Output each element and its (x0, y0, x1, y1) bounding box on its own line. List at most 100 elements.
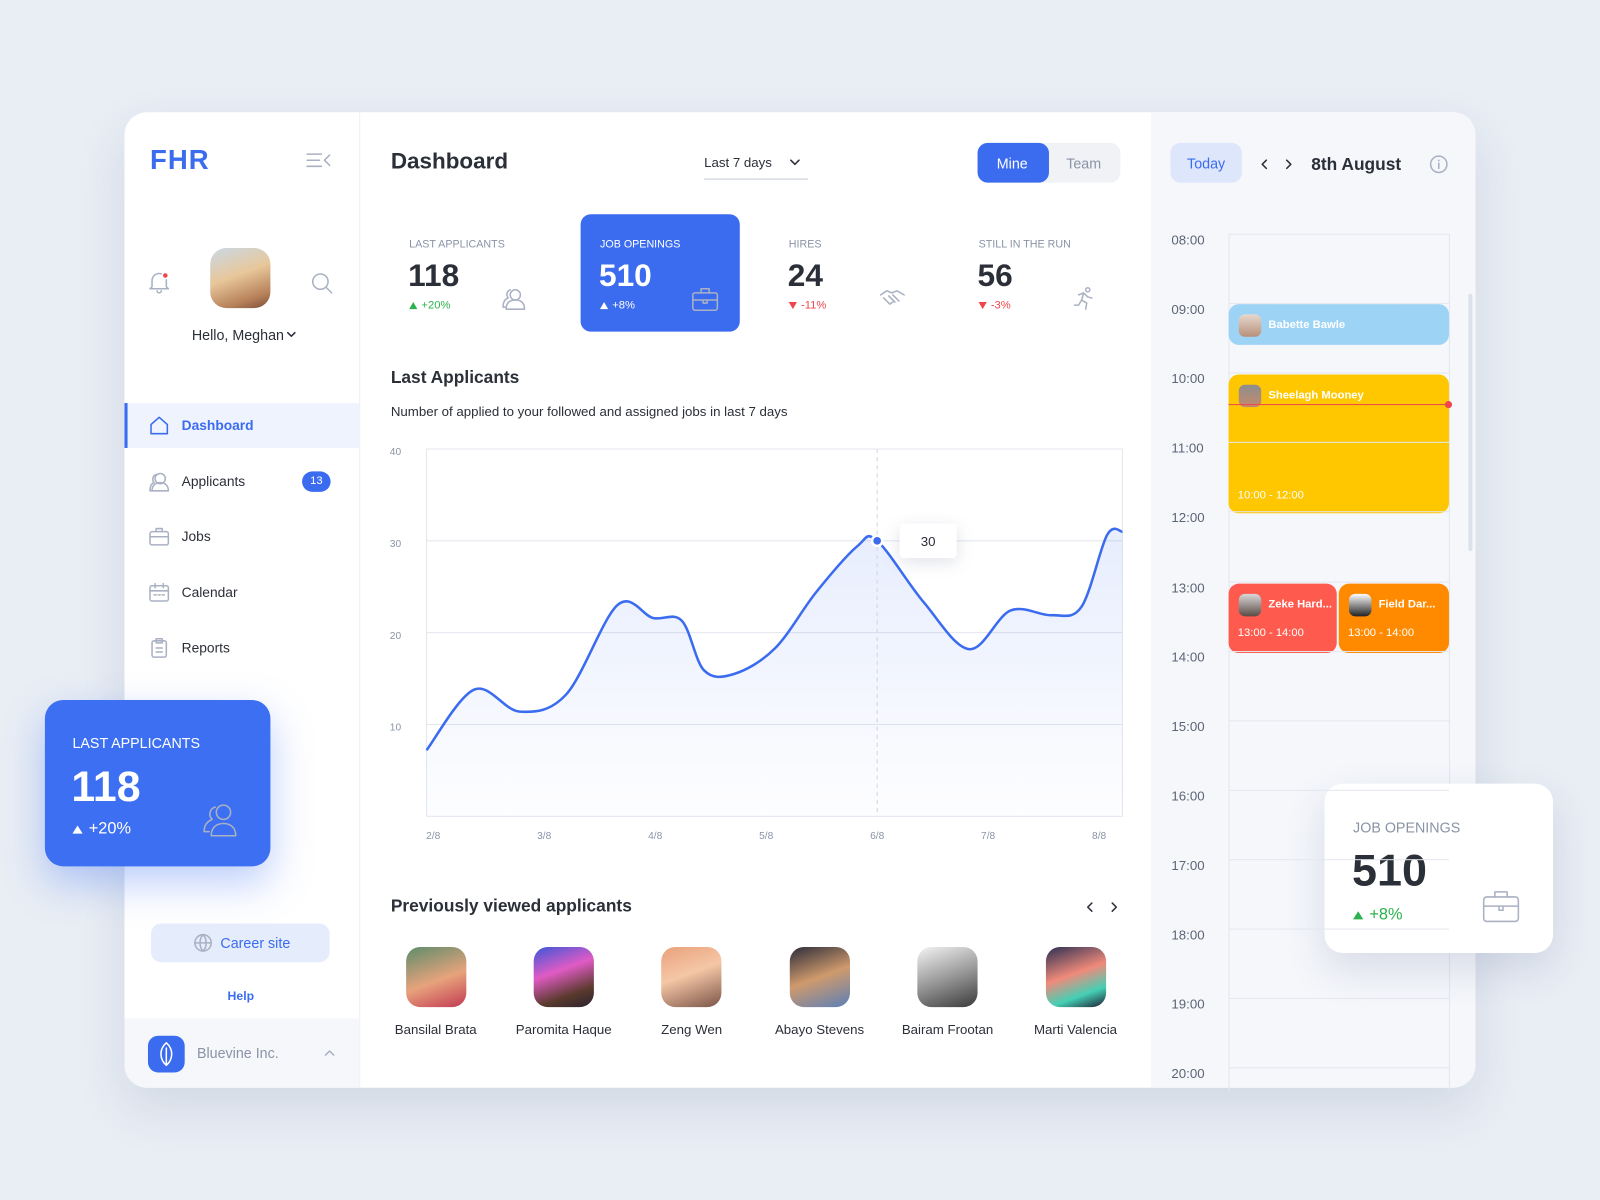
x-tick-label: 4/8 (648, 831, 662, 842)
greeting[interactable]: Hello, Meghan (191, 326, 284, 343)
nav-badge-bg (302, 470, 331, 492)
x-tick-label: 7/8 (981, 831, 995, 842)
hour-line (1228, 789, 1449, 791)
applicant-name[interactable]: Marti Valencia (1033, 1021, 1118, 1038)
info-icon[interactable] (1429, 155, 1448, 174)
search-icon[interactable] (311, 272, 333, 294)
nav-icon[interactable] (149, 471, 170, 492)
icon-shape (1482, 891, 1520, 911)
applicant-avatar[interactable] (917, 946, 978, 1008)
icon-shape (149, 584, 170, 602)
period-chevron[interactable] (790, 159, 800, 166)
icon-shape (203, 806, 237, 837)
icon-shape (1111, 902, 1118, 912)
icon-shape (1285, 159, 1292, 170)
chart-title: Last Applicants (390, 367, 520, 388)
career-site-button[interactable] (151, 923, 330, 963)
stat-icon (692, 287, 719, 311)
tooltip-value: 30 (921, 534, 936, 549)
period-underline (704, 178, 809, 180)
up-triangle (599, 302, 609, 310)
icon-shape (1482, 896, 1520, 923)
hour-label: 10:00 (1171, 371, 1205, 387)
icon-shape (599, 302, 609, 310)
event-name[interactable]: Babette Bawle (1268, 318, 1346, 332)
people-icon (203, 804, 237, 837)
user-avatar[interactable] (210, 247, 271, 309)
stat-value: 56 (977, 257, 1013, 294)
nav-label[interactable]: Applicants (181, 473, 246, 489)
float-label: LAST APPLICANTS (72, 734, 201, 752)
applicant-name[interactable]: Abayo Stevens (774, 1021, 865, 1038)
nav-label[interactable]: Jobs (181, 528, 211, 545)
x-tick-label: 3/8 (537, 831, 551, 842)
icon-shape (72, 825, 83, 834)
down-triangle (788, 302, 797, 310)
career-site-label[interactable]: Career site (220, 934, 291, 952)
stat-change: +20% (421, 299, 451, 312)
x-tick-label: 5/8 (759, 831, 773, 842)
up-triangle (72, 825, 83, 834)
icon-shape (154, 472, 167, 484)
icon-shape (502, 289, 526, 310)
nav-badge: 13 (310, 474, 323, 487)
event-name[interactable]: Sheelagh Mooney (1268, 389, 1364, 402)
prev-arrow[interactable] (1086, 902, 1093, 912)
applicant-avatar[interactable] (533, 946, 594, 1008)
applicant-avatar[interactable] (405, 946, 466, 1008)
applicant-name[interactable]: Bansilal Brata (394, 1021, 477, 1038)
toggle-mine-bg[interactable] (977, 142, 1049, 183)
event-babette[interactable] (1228, 304, 1449, 345)
stat-label: HIRES (788, 238, 822, 251)
now-dot (1444, 401, 1453, 409)
nav-icon[interactable] (149, 582, 170, 602)
line (425, 527, 1123, 751)
nav-label[interactable]: Reports (181, 640, 230, 656)
x-tick-label: 8/8 (1092, 831, 1106, 842)
company-chevron[interactable] (324, 1050, 335, 1056)
help-link[interactable]: Help (227, 988, 255, 1004)
today-button[interactable] (1170, 142, 1242, 183)
menu-toggle[interactable] (306, 153, 331, 168)
toggle-team[interactable]: Team (1066, 155, 1102, 172)
event-avatar (1348, 593, 1372, 617)
toggle-mine[interactable]: Mine (996, 155, 1028, 172)
event-time: 13:00 - 14:00 (1347, 627, 1415, 640)
applicant-avatar[interactable] (789, 946, 850, 1008)
event-name[interactable]: Zeke Hard... (1268, 598, 1332, 611)
applicant-avatar[interactable] (1045, 946, 1106, 1008)
event-sheelagh[interactable] (1228, 374, 1449, 514)
bell-icon[interactable] (149, 271, 170, 294)
applicant-avatar[interactable] (661, 946, 722, 1008)
nav-icon[interactable] (149, 415, 169, 435)
today-label[interactable]: Today (1187, 155, 1226, 172)
next-arrow[interactable] (1111, 902, 1118, 912)
icon-shape (1084, 286, 1091, 293)
tooltip-box (899, 523, 957, 559)
nav-icon[interactable] (149, 527, 170, 547)
icon-shape (149, 472, 170, 492)
greeting-chevron (286, 331, 296, 337)
calendar-grid (1228, 233, 1450, 1092)
cal-prev[interactable] (1261, 159, 1268, 170)
hour-label: 08:00 (1171, 232, 1205, 248)
applicant-name[interactable]: Bairam Frootan (901, 1021, 994, 1038)
nav-label[interactable]: Dashboard (181, 417, 254, 433)
icon-shape (409, 302, 418, 310)
cal-next[interactable] (1285, 159, 1292, 170)
icon-shape (151, 638, 168, 658)
company-name[interactable]: Bluevine Inc. (196, 1044, 279, 1062)
event-name[interactable]: Field Dar... (1378, 598, 1436, 611)
nav-icon[interactable] (149, 638, 169, 658)
icon-shape (790, 159, 800, 166)
event-time: 10:00 - 12:00 (1237, 489, 1304, 502)
applicant-name[interactable]: Zeng Wen (661, 1021, 723, 1038)
stat-card-highlight (580, 214, 740, 332)
up-triangle (409, 302, 418, 310)
event-avatar (1238, 593, 1262, 617)
nav-label[interactable]: Calendar (181, 584, 238, 600)
icon-shape (502, 289, 526, 310)
icon-shape (978, 302, 987, 310)
period-select[interactable]: Last 7 days (704, 154, 772, 170)
applicant-name[interactable]: Paromita Haque (515, 1021, 612, 1038)
